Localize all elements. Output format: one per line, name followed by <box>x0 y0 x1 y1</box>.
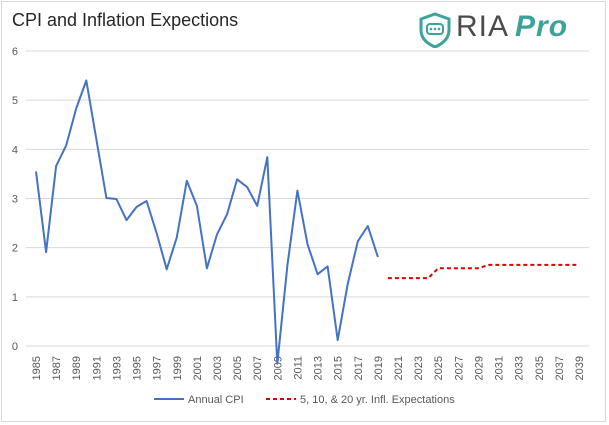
y-tick-label: 1 <box>12 292 18 304</box>
x-tick-label: 2023 <box>413 356 425 380</box>
x-tick-label: 2019 <box>373 356 385 380</box>
x-tick-label: 2015 <box>333 356 345 380</box>
y-axis: 0 1 2 3 4 5 6 <box>12 46 18 353</box>
x-tick-label: 1993 <box>111 356 123 380</box>
x-tick-label: 2013 <box>313 356 325 380</box>
x-tick-label: 2027 <box>453 356 465 380</box>
x-tick-label: 2033 <box>514 356 526 380</box>
x-tick-label: 1997 <box>152 356 164 380</box>
x-tick-label: 2003 <box>212 356 224 380</box>
x-tick-label: 2035 <box>534 356 546 380</box>
x-tick-label: 1987 <box>51 356 63 380</box>
x-tick-label: 2029 <box>473 356 485 380</box>
legend-label: 5, 10, & 20 yr. Infl. Expectations <box>300 394 455 406</box>
x-tick-label: 1995 <box>132 356 144 380</box>
chart-title: CPI and Inflation Expections <box>12 10 239 30</box>
x-tick-label: 1985 <box>31 356 43 380</box>
logo-brand: RIA <box>456 10 510 43</box>
x-tick-label: 2005 <box>232 356 244 380</box>
x-tick-label: 2017 <box>353 356 365 380</box>
x-tick-label: 1989 <box>71 356 83 380</box>
shield-chat-icon <box>419 12 451 48</box>
y-tick-label: 3 <box>12 194 18 206</box>
x-tick-label: 2031 <box>494 356 506 380</box>
x-tick-label: 2011 <box>292 356 304 380</box>
x-axis: 1985 1987 1989 1991 1993 1995 1997 1999 2001 2003… <box>31 356 586 380</box>
x-tick-label: 1991 <box>91 356 103 380</box>
gridlines <box>26 50 589 347</box>
ria-pro-logo: RIA Pro <box>418 10 598 50</box>
x-tick-label: 2021 <box>393 356 405 380</box>
legend: Annual CPI 5, 10, & 20 yr. Infl. Expectat… <box>154 394 455 406</box>
series-line-1 <box>387 263 579 280</box>
y-tick-label: 4 <box>12 144 18 156</box>
x-tick-label: 2007 <box>252 356 264 380</box>
x-tick-label: 2039 <box>574 356 586 380</box>
series-group <box>35 79 580 365</box>
x-tick-label: 2001 <box>192 356 204 380</box>
y-tick-label: 2 <box>12 243 18 255</box>
y-tick-label: 0 <box>12 341 18 353</box>
x-tick-label: 2037 <box>554 356 566 380</box>
x-tick-label: 2009 <box>272 356 284 380</box>
logo-suffix: Pro <box>515 10 569 43</box>
x-tick-label: 1999 <box>172 356 184 380</box>
y-tick-label: 6 <box>12 46 18 58</box>
series-line-0 <box>35 79 379 365</box>
x-tick-label: 2025 <box>433 356 445 380</box>
legend-label: Annual CPI <box>188 394 244 406</box>
y-tick-label: 5 <box>12 95 18 107</box>
